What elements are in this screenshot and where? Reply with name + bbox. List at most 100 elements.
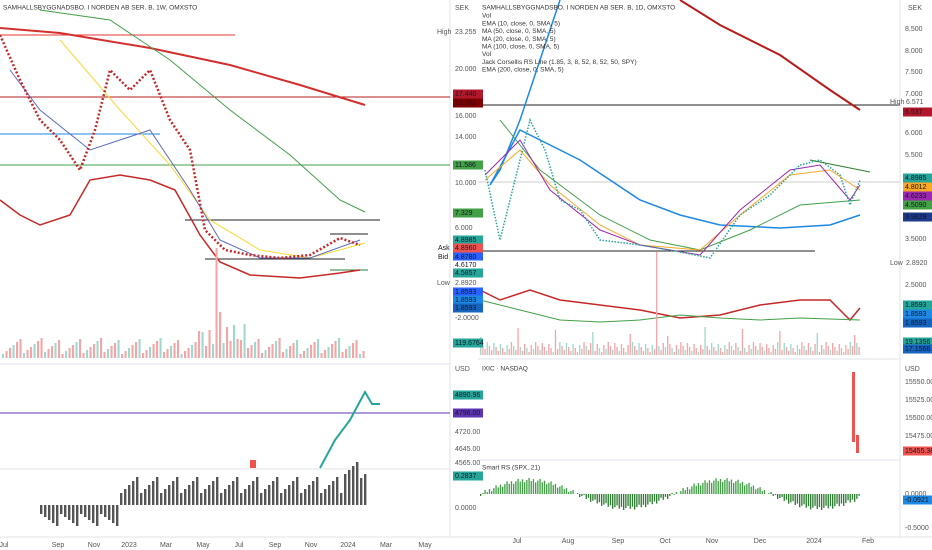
bar-shape xyxy=(843,494,845,506)
bar-shape xyxy=(40,505,43,514)
bar-shape xyxy=(282,352,285,358)
bar-shape xyxy=(724,345,726,355)
bar-shape xyxy=(673,494,675,495)
bar-shape xyxy=(768,493,770,494)
bar-shape xyxy=(72,505,75,523)
bar-shape xyxy=(618,351,620,355)
bar-shape xyxy=(572,490,574,494)
bar-shape xyxy=(612,350,614,355)
price-badge-text: 1.8593 xyxy=(905,302,927,309)
bar-shape xyxy=(735,343,737,355)
bar-shape xyxy=(23,353,26,358)
bar-shape xyxy=(539,350,541,355)
chart-title: SAMHALLSBYGGNADSBO. I NORDEN AB SER. B, … xyxy=(482,5,675,12)
bar-shape xyxy=(680,342,682,355)
bar-shape xyxy=(172,481,175,505)
y-axis-label: 16.000 xyxy=(455,113,477,120)
bar-shape xyxy=(601,494,603,506)
indicator-label: Jack Corsellis RS Line (1.85, 3, 8, 52, … xyxy=(482,59,637,66)
bar-shape xyxy=(222,343,225,358)
bar-shape xyxy=(521,351,524,355)
bar-shape xyxy=(563,489,565,494)
bar-shape xyxy=(752,342,755,355)
currency: SEK xyxy=(455,5,469,12)
pane-borders xyxy=(0,0,932,538)
bar-shape xyxy=(757,488,759,494)
bar-shape xyxy=(229,341,232,358)
bar-shape xyxy=(821,494,823,510)
bar-shape xyxy=(568,347,570,355)
bar-shape xyxy=(554,330,557,355)
indicator-label: EMA (200, close, 0, SMA, 5) xyxy=(482,67,564,74)
bar-shape xyxy=(695,485,697,494)
indicator-label: MA (20, close, 0, SMA, 5) xyxy=(482,36,556,43)
price-badge xyxy=(453,268,483,278)
bar-shape xyxy=(759,487,761,494)
y-axis-label: 15525.00 xyxy=(905,397,932,404)
y-axis-label: 15500.00 xyxy=(905,415,932,422)
bar-shape xyxy=(829,494,832,507)
bar-shape xyxy=(226,327,229,358)
high-value: 23.255 xyxy=(455,29,477,36)
currency: USD xyxy=(905,366,920,373)
bar-shape xyxy=(592,494,594,501)
bar-shape xyxy=(746,484,748,494)
bar-shape xyxy=(772,345,774,355)
indicator-label: Vol xyxy=(482,51,492,58)
bar-shape xyxy=(128,485,131,505)
bar-shape xyxy=(528,478,530,494)
bar-shape xyxy=(79,339,82,358)
bar-shape xyxy=(605,494,607,504)
left-histogram xyxy=(40,462,367,526)
bar-shape xyxy=(640,347,642,355)
bar-shape xyxy=(649,494,651,502)
bar-shape xyxy=(726,478,728,494)
bar-shape xyxy=(634,494,636,510)
price-badge xyxy=(903,191,932,201)
price-badge-text: 6.537 xyxy=(905,109,923,116)
bar-shape xyxy=(537,346,539,355)
y-axis-label: 15550.00 xyxy=(905,379,932,386)
bar-shape xyxy=(706,482,708,494)
bar-shape xyxy=(495,485,497,494)
bar-shape xyxy=(364,474,367,505)
bar-shape xyxy=(149,347,152,358)
bar-shape xyxy=(664,494,667,497)
bar-shape xyxy=(772,494,774,497)
price-badge xyxy=(903,300,932,310)
bar-shape xyxy=(678,349,680,355)
y-axis-label: 6.000 xyxy=(455,225,473,232)
bar-shape xyxy=(58,340,61,358)
bar-shape xyxy=(647,348,649,355)
bar-shape xyxy=(596,494,598,504)
bar-shape xyxy=(576,493,579,494)
y-axis-label: -2.0000 xyxy=(455,315,479,322)
bar-shape xyxy=(166,349,169,358)
bar-shape xyxy=(620,494,623,507)
bar-shape xyxy=(697,483,700,494)
bar-shape xyxy=(491,350,493,355)
price-badge-text: 1.8593 xyxy=(455,289,477,296)
bar-shape xyxy=(546,351,548,355)
ask-label: Ask xyxy=(438,245,450,252)
bar-shape xyxy=(766,344,768,355)
bar-shape xyxy=(184,351,187,358)
bar-shape xyxy=(616,347,618,355)
bar-shape xyxy=(821,345,823,355)
bar-shape xyxy=(554,483,557,494)
bar-shape xyxy=(72,345,75,358)
bar-shape xyxy=(493,343,495,355)
bar-shape xyxy=(180,493,183,505)
y-axis-label: 20.000 xyxy=(455,66,477,73)
bar-shape xyxy=(581,349,583,355)
bar-shape xyxy=(204,489,207,505)
bar-shape xyxy=(299,354,302,358)
bar-shape xyxy=(108,505,111,520)
bar-shape xyxy=(114,343,117,358)
bar-shape xyxy=(693,483,695,494)
bar-shape xyxy=(700,485,702,494)
bar-shape xyxy=(208,330,211,358)
bar-shape xyxy=(208,485,211,505)
bar-shape xyxy=(651,494,653,505)
bar-shape xyxy=(799,349,801,355)
